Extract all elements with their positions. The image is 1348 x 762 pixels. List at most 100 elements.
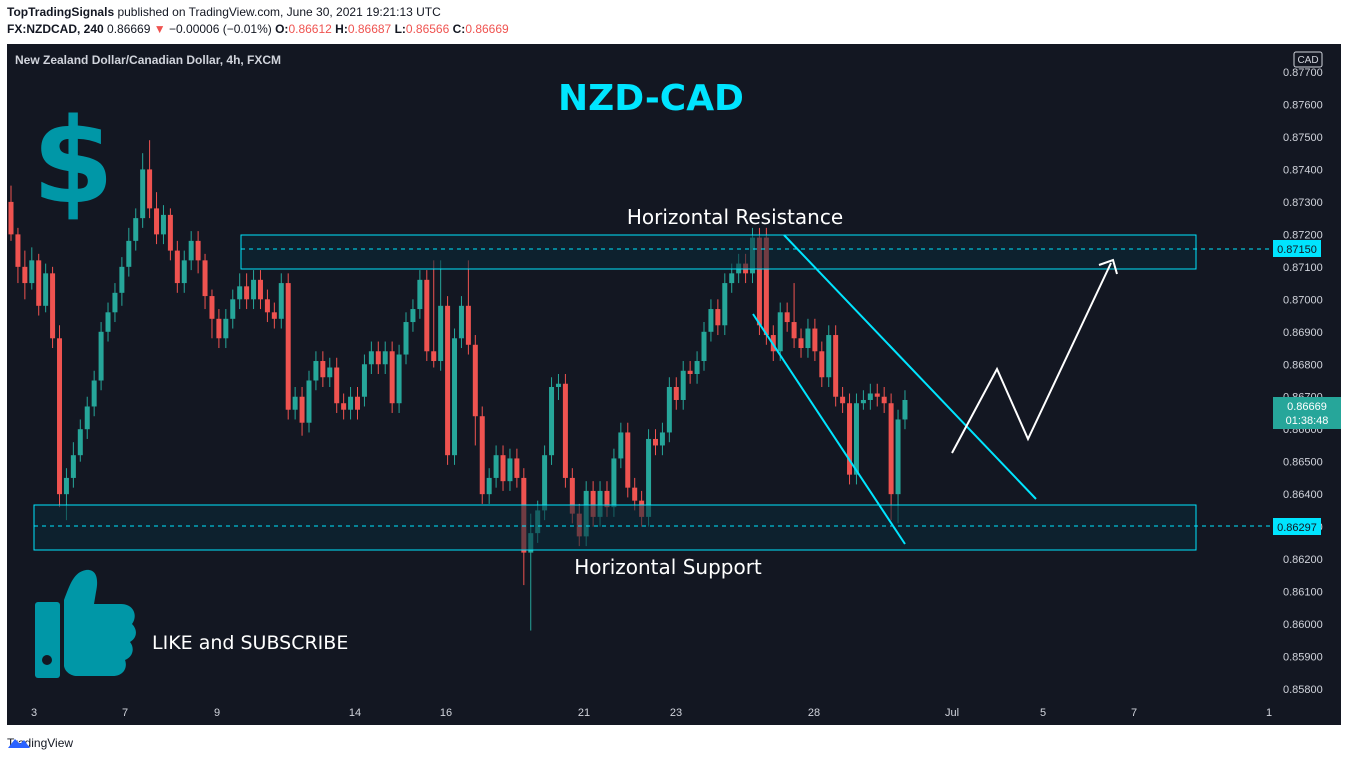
candle-body[interactable] [410,309,416,323]
channel-lower-line[interactable] [752,313,906,545]
candle-body[interactable] [299,396,305,423]
candle-body[interactable] [611,458,617,508]
candle-body[interactable] [500,455,506,482]
candle-body[interactable] [167,214,173,251]
candle-body[interactable] [666,386,672,433]
candle-body[interactable] [853,403,859,475]
candle-body[interactable] [549,386,555,456]
candle-body[interactable] [223,318,229,339]
candle-body[interactable] [36,260,42,306]
candle-body[interactable] [98,331,104,381]
candle-body[interactable] [756,237,762,326]
candle-body[interactable] [708,309,714,332]
candle-body[interactable] [798,338,804,349]
support-zone[interactable] [33,504,1197,551]
candle-body[interactable] [216,318,222,339]
candle-body[interactable] [486,477,492,495]
chart-area[interactable]: New Zealand Dollar/Canadian Dollar, 4h, … [7,44,1341,725]
candle-body[interactable] [174,250,180,284]
candle-body[interactable] [479,416,485,495]
candle-body[interactable] [618,432,624,459]
candle-body[interactable] [84,406,90,430]
candle-body[interactable] [77,429,83,456]
candle-body[interactable] [867,393,873,400]
candle-body[interactable] [812,328,818,352]
candle-body[interactable] [763,237,769,336]
candle-body[interactable] [57,338,63,495]
candle-body[interactable] [264,299,270,313]
candle-body[interactable] [833,335,839,397]
candle-body[interactable] [278,283,284,319]
resistance-zone[interactable] [240,234,1197,270]
candle-body[interactable] [63,477,69,495]
candle-body[interactable] [874,393,880,397]
currency-badge[interactable] [1293,51,1323,68]
candle-body[interactable] [105,312,111,332]
candle-body[interactable] [445,305,451,456]
candle-body[interactable] [860,399,866,404]
candle-body[interactable] [375,351,381,365]
candle-body[interactable] [355,396,360,410]
candle-body[interactable] [819,351,825,378]
candle-body[interactable] [604,490,610,508]
candle-body[interactable] [244,286,250,300]
candle-body[interactable] [493,455,499,478]
candle-body[interactable] [147,169,153,209]
candle-body[interactable] [160,214,166,235]
candle-body[interactable] [507,458,513,482]
candle-body[interactable] [625,432,631,488]
candle-body[interactable] [722,283,728,326]
candle-body[interactable] [22,266,28,284]
candle-body[interactable] [687,370,693,375]
candle-body[interactable] [632,487,638,501]
candle-body[interactable] [188,240,194,261]
candle-body[interactable] [826,335,832,378]
candle-body[interactable] [417,279,423,310]
candle-body[interactable] [597,490,603,517]
candle-body[interactable] [119,266,125,293]
candle-body[interactable] [805,328,811,349]
candle-body[interactable] [389,351,395,404]
candle-body[interactable] [202,260,208,297]
candle-body[interactable] [694,361,700,375]
candle-body[interactable] [881,396,887,404]
candle-body[interactable] [306,380,312,423]
candle-body[interactable] [452,338,458,456]
candle-body[interactable] [791,322,797,339]
publisher-name[interactable]: TopTradingSignals [7,5,115,19]
candle-body[interactable] [230,299,236,319]
candle-body[interactable] [313,361,319,381]
candle-body[interactable] [181,260,187,284]
candle-body[interactable] [590,490,596,517]
candle-body[interactable] [840,396,846,404]
candle-body[interactable] [237,286,243,300]
candle-body[interactable] [680,370,686,400]
candle-body[interactable] [361,364,367,397]
candle-body[interactable] [50,273,56,339]
candle-body[interactable] [133,218,139,241]
candle-body[interactable] [514,458,520,478]
candle-body[interactable] [271,312,277,319]
candle-body[interactable] [154,208,160,235]
candle-body[interactable] [368,351,374,365]
candle-body[interactable] [396,354,402,404]
candle-body[interactable] [334,367,340,404]
chart-svg[interactable]: New Zealand Dollar/Canadian Dollar, 4h, … [7,44,1341,725]
candle-body[interactable] [292,396,298,410]
candle-body[interactable] [673,386,679,400]
candle-body[interactable] [438,305,444,362]
candle-body[interactable] [555,383,561,387]
candle-body[interactable] [646,438,652,517]
candle-body[interactable] [91,380,97,407]
candle-body[interactable] [562,383,568,478]
candle-body[interactable] [257,279,263,300]
candle-body[interactable] [424,279,430,352]
candle-body[interactable] [140,169,146,219]
candle-body[interactable] [458,305,464,339]
candle-body[interactable] [659,432,665,446]
channel-upper-line[interactable] [783,234,1037,500]
candle-body[interactable] [715,309,721,326]
candle-body[interactable] [382,351,388,365]
candle-body[interactable] [43,273,49,306]
candle-body[interactable] [652,438,658,446]
